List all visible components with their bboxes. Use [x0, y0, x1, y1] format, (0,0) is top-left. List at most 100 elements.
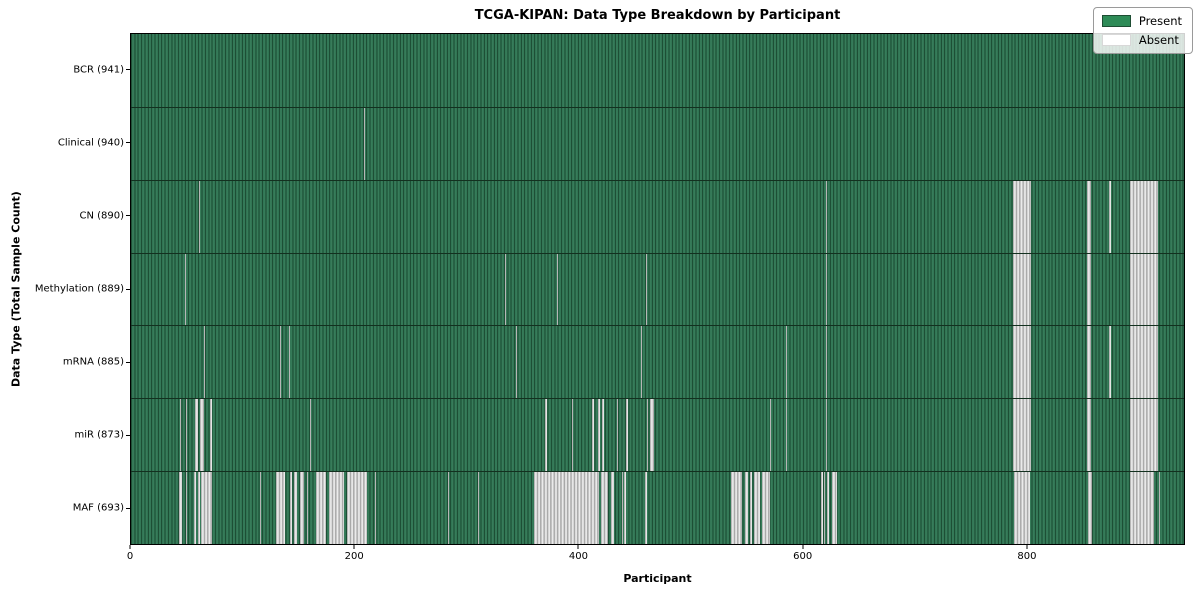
absent-cell-stripe [374, 472, 377, 544]
absent-cell-stripe [823, 472, 825, 544]
absent-cell-stripe [299, 472, 305, 544]
y-tick-mark [126, 215, 130, 217]
absent-cell-stripe [201, 472, 212, 544]
absent-cell-stripe [185, 472, 187, 544]
legend: Present Absent [1092, 7, 1193, 54]
absent-cell-stripe [600, 472, 608, 544]
absent-cell-stripe [259, 472, 261, 544]
absent-cell-stripe [184, 253, 186, 326]
present-swatch-icon [1101, 15, 1131, 27]
absent-cell-stripe [597, 399, 600, 472]
x-tick-label-200: 200 [344, 551, 364, 562]
absent-cell-stripe [749, 472, 753, 544]
absent-cell-stripe [1109, 326, 1112, 399]
absent-cell-stripe [310, 399, 312, 472]
y-tick-label-bcr: BCR (941) [73, 64, 124, 76]
heatmap-row-cn [131, 179, 1184, 253]
absent-cell-stripe [279, 326, 281, 399]
absent-cell-stripe [1086, 180, 1092, 253]
absent-cell-stripe [625, 399, 628, 472]
absent-cell-stripe [1109, 180, 1112, 253]
legend-label-present: Present [1138, 14, 1182, 28]
y-tick-label-clinical: Clinical (940) [57, 137, 124, 149]
absent-cell-stripe [557, 253, 559, 326]
absent-cell-stripe [198, 472, 201, 544]
absent-cell-stripe [1012, 399, 1031, 472]
absent-cell-stripe [745, 472, 748, 544]
plot-area [130, 33, 1185, 545]
y-tick-label-cn: CN (890) [79, 210, 124, 222]
absent-cell-stripe [477, 472, 479, 544]
absent-cell-stripe [611, 472, 615, 544]
absent-cell-stripe [194, 399, 199, 472]
absent-cell-stripe [193, 472, 196, 544]
absent-cell-stripe [1012, 180, 1031, 253]
absent-cell-stripe [276, 472, 286, 544]
y-tick-mark [126, 142, 130, 144]
absent-cell-stripe [289, 472, 293, 544]
absent-cell-stripe [785, 399, 787, 472]
absent-cell-stripe [1130, 326, 1159, 399]
legend-item-present: Present [1101, 14, 1182, 28]
absent-cell-stripe [592, 399, 595, 472]
absent-swatch-icon [1101, 34, 1131, 46]
y-tick-label-mir: miR (873) [74, 429, 124, 441]
x-tick-mark [353, 545, 355, 549]
absent-cell-stripe [294, 472, 297, 544]
absent-cell-stripe [288, 326, 290, 399]
absent-cell-stripe [769, 399, 772, 472]
x-tick-mark [802, 545, 804, 549]
absent-cell-stripe [645, 253, 647, 326]
absent-cell-stripe [180, 399, 182, 472]
x-tick-mark [129, 545, 131, 549]
absent-cell-stripe [210, 399, 212, 472]
absent-cell-stripe [1130, 399, 1159, 472]
absent-cell-stripe [1087, 472, 1093, 544]
legend-item-absent: Absent [1101, 33, 1182, 47]
absent-cell-stripe [644, 472, 647, 544]
absent-cell-stripe [821, 472, 823, 544]
y-tick-mark [126, 69, 130, 71]
heatmap-row-clinical [131, 106, 1184, 180]
x-tick-mark [1026, 545, 1028, 549]
heatmap-row-maf [131, 471, 1184, 544]
absent-cell-stripe [329, 472, 344, 544]
legend-label-absent: Absent [1138, 33, 1179, 47]
heatmap-row-mrna [131, 325, 1184, 399]
heatmap-row-bcr [131, 34, 1184, 107]
absent-cell-stripe [363, 107, 365, 180]
y-tick-mark [126, 288, 130, 290]
absent-cell-stripe [199, 180, 201, 253]
absent-cell-stripe [1012, 253, 1031, 326]
y-tick-mark [126, 361, 130, 363]
absent-cell-stripe [646, 399, 648, 472]
heatmap-row-mir [131, 398, 1184, 472]
absent-cell-stripe [200, 399, 204, 472]
absent-cell-stripe [602, 399, 605, 472]
y-tick-labels: BCR (941) Clinical (940) CN (890) Methylati… [0, 33, 130, 545]
absent-cell-stripe [641, 326, 643, 399]
absent-cell-stripe [545, 399, 548, 472]
x-tick-label-800: 800 [1017, 551, 1037, 562]
absent-cell-stripe [825, 253, 828, 326]
absent-cell-stripe [762, 472, 770, 544]
x-tick-label-400: 400 [568, 551, 588, 562]
absent-cell-stripe [825, 326, 828, 399]
absent-cell-stripe [831, 472, 838, 544]
y-tick-label-mrna: mRNA (885) [62, 356, 124, 368]
absent-cell-stripe [825, 180, 828, 253]
absent-cell-stripe [185, 399, 187, 472]
absent-cell-stripe [306, 472, 308, 544]
absent-cell-stripe [515, 326, 518, 399]
y-tick-label-maf: MAF (693) [72, 502, 124, 514]
absent-cell-stripe [1086, 326, 1092, 399]
heatmap-row-methylation [131, 252, 1184, 326]
absent-cell-stripe [504, 253, 506, 326]
absent-cell-stripe [616, 399, 618, 472]
x-axis-label: Participant [623, 572, 692, 585]
y-tick-mark [126, 434, 130, 436]
absent-cell-stripe [203, 326, 205, 399]
absent-cell-stripe [785, 326, 787, 399]
absent-cell-stripe [533, 472, 599, 544]
